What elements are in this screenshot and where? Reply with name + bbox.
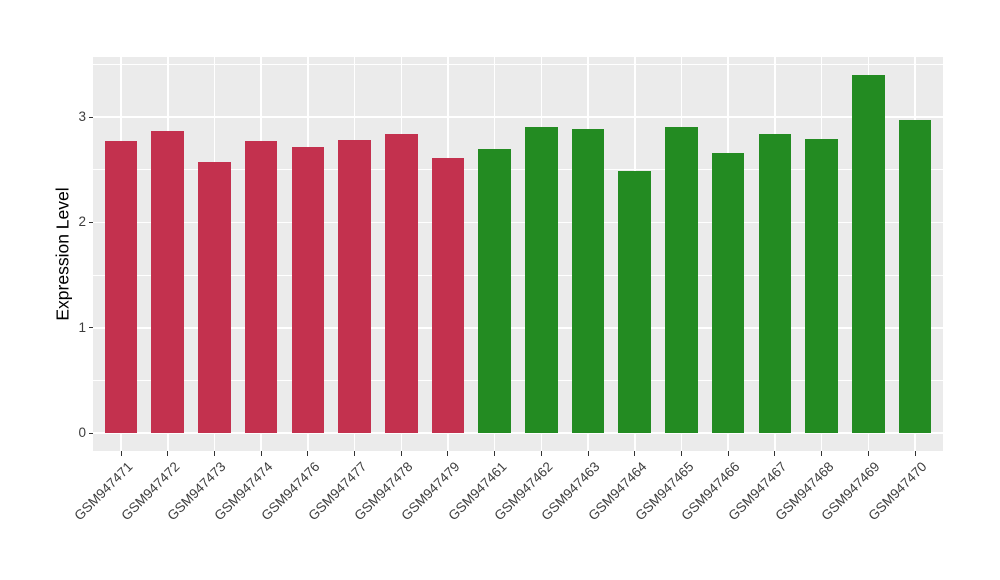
gridline-major (93, 116, 943, 118)
y-tick-mark (89, 432, 93, 434)
y-axis-title: Expression Level (52, 187, 73, 321)
x-tick-mark (213, 451, 215, 456)
bar (104, 141, 138, 434)
x-tick-mark (447, 451, 449, 456)
bar (618, 170, 652, 434)
x-tick-mark (867, 451, 869, 456)
bar (665, 126, 698, 434)
x-tick-label: GSM947468 (771, 459, 837, 524)
bar (805, 139, 838, 434)
x-tick-mark (914, 451, 916, 456)
y-tick-mark (89, 327, 93, 329)
y-tick-label: 2 (78, 214, 86, 230)
bar (291, 146, 325, 433)
x-tick-label: GSM947476 (258, 459, 323, 524)
gridline-minor (93, 380, 943, 381)
y-tick-mark (89, 221, 93, 223)
x-tick-label: GSM947462 (491, 459, 556, 524)
bar (571, 128, 605, 434)
x-tick-mark (681, 451, 682, 456)
bar (758, 133, 792, 434)
gridline-major (93, 327, 943, 329)
x-tick-label: GSM947461 (444, 459, 510, 524)
x-tick-mark (354, 451, 355, 456)
x-tick-label: GSM947463 (538, 459, 603, 524)
x-tick-label: GSM947469 (818, 459, 883, 524)
x-tick-mark (727, 451, 729, 456)
bar (244, 141, 278, 434)
x-tick-mark (774, 451, 776, 456)
x-tick-label: GSM947467 (725, 459, 790, 524)
bar (478, 148, 511, 434)
plot-panel (93, 57, 943, 451)
x-tick-label: GSM947470 (865, 459, 930, 524)
bar (198, 162, 231, 433)
y-tick-label: 1 (78, 319, 86, 335)
x-tick-label: GSM947471 (71, 459, 136, 524)
x-tick-mark (821, 451, 823, 456)
x-tick-label: GSM947466 (678, 459, 743, 524)
x-tick-label: GSM947479 (398, 459, 463, 524)
x-tick-label: GSM947465 (631, 459, 697, 524)
x-tick-label: GSM947477 (304, 459, 370, 524)
x-tick-label: GSM947473 (164, 459, 229, 524)
bar (711, 152, 745, 434)
bar (525, 126, 558, 434)
bar (151, 130, 185, 433)
y-tick-label: 0 (78, 425, 86, 441)
x-tick-label: GSM947472 (118, 459, 183, 524)
bar (851, 74, 885, 434)
gridline-major (93, 432, 943, 434)
x-tick-label: GSM947478 (351, 459, 416, 524)
x-tick-mark (307, 451, 309, 456)
bar (898, 120, 932, 434)
gridline-minor (93, 64, 943, 65)
x-tick-label: GSM947474 (211, 459, 276, 524)
x-tick-mark (540, 451, 542, 456)
x-tick-mark (120, 451, 122, 456)
x-tick-mark (634, 451, 636, 456)
gridline-minor (93, 274, 943, 276)
x-tick-mark (587, 451, 589, 456)
bar (338, 140, 371, 434)
bar (431, 158, 465, 434)
x-tick-mark (260, 451, 262, 456)
x-tick-mark (400, 451, 402, 456)
y-tick-label: 3 (78, 109, 86, 124)
y-tick-mark (89, 116, 93, 118)
bar (384, 133, 418, 434)
x-tick-label: GSM947464 (585, 459, 650, 524)
gridline-minor (93, 169, 943, 171)
gridline-major (93, 221, 943, 224)
x-tick-mark (494, 451, 496, 456)
x-tick-mark (167, 451, 169, 456)
